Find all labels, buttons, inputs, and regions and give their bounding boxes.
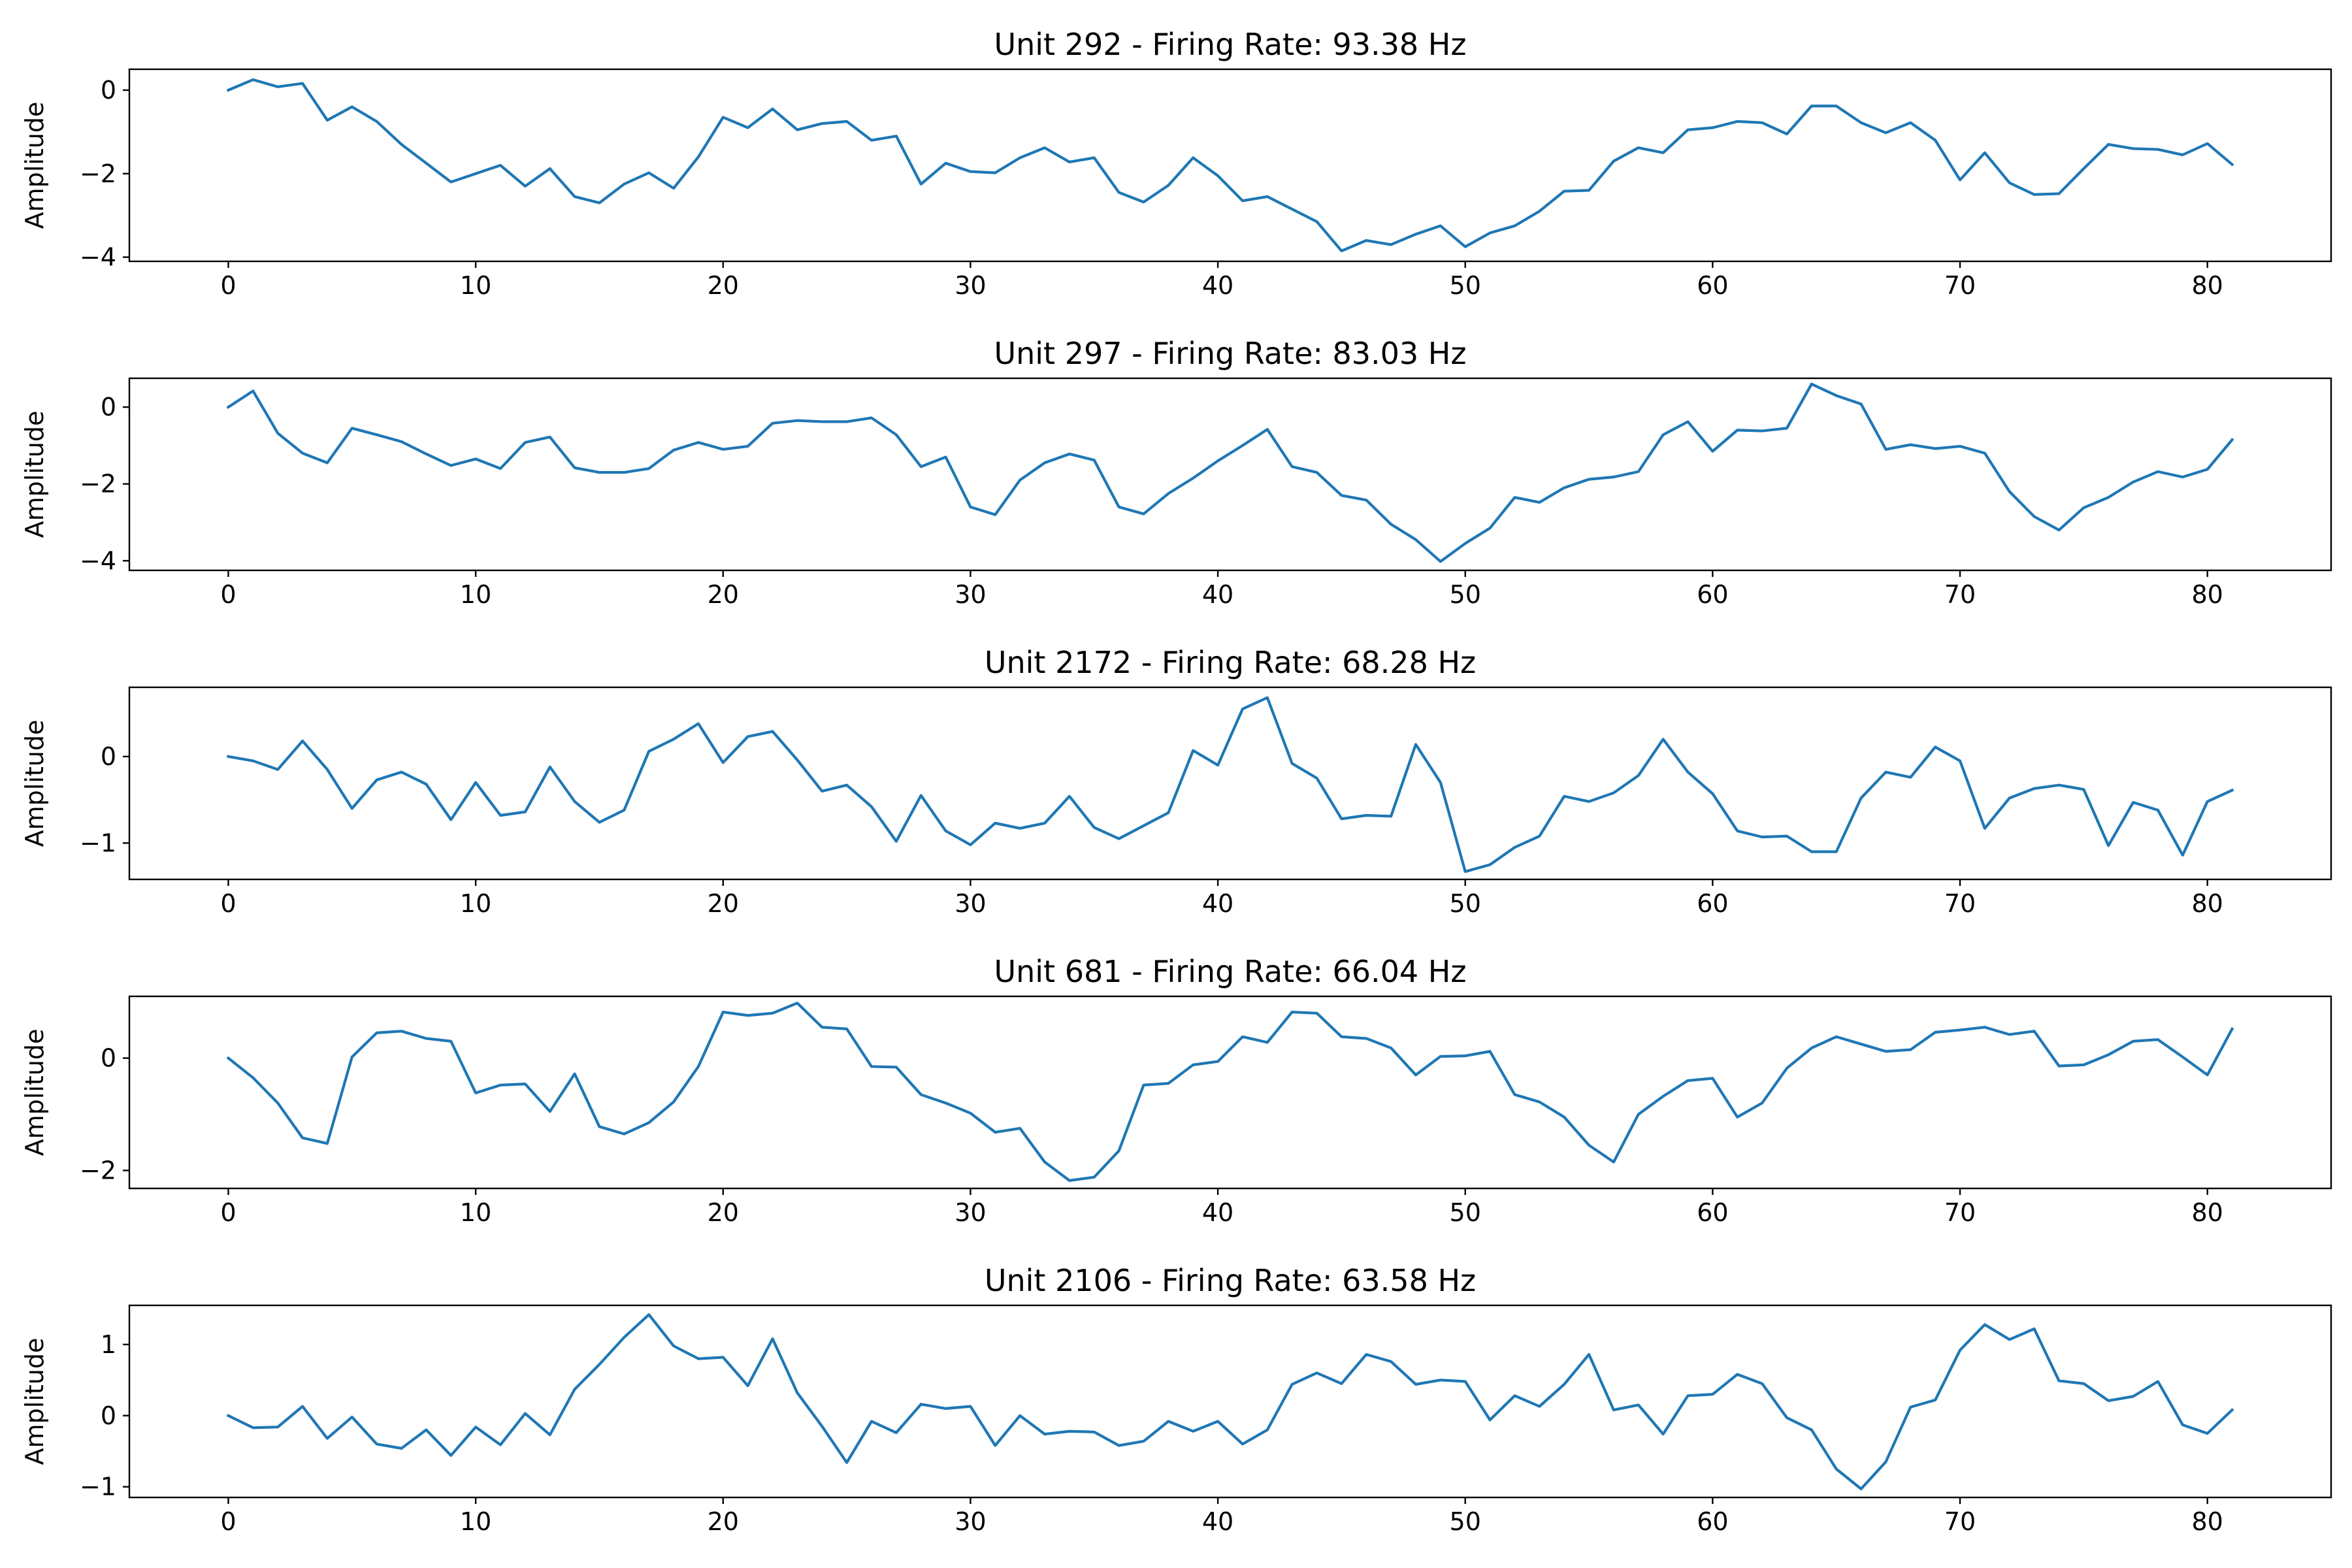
x-tick-label: 70 [1944,889,1976,918]
x-tick-label: 30 [955,1507,986,1536]
y-tick-label: −4 [80,546,116,575]
x-tick-label: 70 [1944,271,1976,300]
y-tick-label: −2 [80,470,116,498]
series-line [226,1002,2234,1183]
x-tick-label: 30 [955,1198,986,1227]
chart-title: Unit 2106 - Firing Rate: 63.58 Hz [985,1263,1476,1298]
plot-frame [128,686,2332,881]
x-tick-label: 70 [1944,1198,1976,1227]
plot-frame [128,1304,2332,1499]
x-tick-label: 50 [1450,889,1481,918]
x-tick-label: 20 [708,889,739,918]
x-tick-label: 0 [220,1198,236,1227]
y-tick-label: 0 [101,742,116,771]
plot-frame [128,377,2332,572]
x-tick-label: 10 [460,580,491,609]
y-tick-label: −4 [80,243,116,272]
x-tick-label: 60 [1697,580,1728,609]
x-tick-label: 70 [1944,580,1976,609]
chart-title: Unit 297 - Firing Rate: 83.03 Hz [994,336,1466,371]
x-tick-label: 40 [1202,1507,1233,1536]
x-tick-label: 10 [460,271,491,300]
subplot-5: Unit 2106 - Firing Rate: 63.58 Hz Amplitu… [20,1263,2332,1536]
series-line [227,696,2234,874]
plot-frame [128,995,2332,1190]
chart-title: Unit 292 - Firing Rate: 93.38 Hz [994,27,1466,62]
subplot-1: Unit 292 - Firing Rate: 93.38 Hz Amplitud… [20,27,2332,300]
series-line [226,382,2234,563]
x-tick-label: 20 [708,271,739,300]
x-tick-label: 10 [460,889,491,918]
x-tick-label: 0 [220,889,236,918]
x-tick-label: 50 [1450,271,1481,300]
x-tick-label: 10 [460,1198,491,1227]
y-axis-label: Amplitude [20,720,49,847]
y-tick-label: −1 [80,828,116,857]
subplot-2: Unit 297 - Firing Rate: 83.03 Hz Amplitud… [20,336,2332,609]
x-tick-label: 80 [2191,1507,2223,1536]
x-tick-label: 20 [708,580,739,609]
series-line [226,78,2234,253]
x-tick-label: 0 [220,1507,236,1536]
plot-frame [128,68,2332,263]
x-tick-label: 30 [955,580,986,609]
x-tick-label: 60 [1697,1507,1728,1536]
y-tick-label: 0 [101,1401,116,1430]
subplot-3: Unit 2172 - Firing Rate: 68.28 Hz Amplitu… [20,645,2332,918]
y-tick-label: 0 [101,1044,116,1073]
x-tick-label: 50 [1450,580,1481,609]
x-tick-label: 30 [955,271,986,300]
x-tick-label: 60 [1697,271,1728,300]
x-tick-label: 30 [955,889,986,918]
x-tick-label: 40 [1202,271,1233,300]
x-tick-label: 80 [2191,1198,2223,1227]
y-tick-label: −1 [80,1473,116,1501]
x-tick-label: 40 [1202,1198,1233,1227]
x-tick-label: 80 [2191,271,2223,300]
chart-title: Unit 681 - Firing Rate: 66.04 Hz [994,954,1466,989]
chart-title: Unit 2172 - Firing Rate: 68.28 Hz [985,645,1476,680]
series-line [226,1313,2234,1491]
subplot-4: Unit 681 - Firing Rate: 66.04 Hz Amplitud… [20,954,2332,1227]
x-tick-label: 20 [708,1507,739,1536]
x-tick-label: 10 [460,1507,491,1536]
x-tick-label: 20 [708,1198,739,1227]
x-tick-label: 0 [220,271,236,300]
y-axis-label: Amplitude [20,1338,49,1465]
x-tick-label: 40 [1202,889,1233,918]
y-tick-label: −2 [80,1156,116,1184]
x-tick-label: 50 [1450,1198,1481,1227]
y-tick-label: 0 [101,76,116,105]
x-tick-label: 80 [2191,580,2223,609]
y-axis-label: Amplitude [20,1029,49,1156]
x-tick-label: 50 [1450,1507,1481,1536]
x-tick-label: 60 [1697,1198,1728,1227]
y-tick-label: 1 [101,1330,116,1359]
y-tick-label: 0 [101,393,116,421]
y-axis-label: Amplitude [20,102,49,229]
x-tick-label: 80 [2191,889,2223,918]
x-tick-label: 0 [220,580,236,609]
y-tick-label: −2 [80,159,116,188]
x-tick-label: 40 [1202,580,1233,609]
x-tick-label: 70 [1944,1507,1976,1536]
y-axis-label: Amplitude [20,411,49,538]
x-tick-label: 60 [1697,889,1728,918]
